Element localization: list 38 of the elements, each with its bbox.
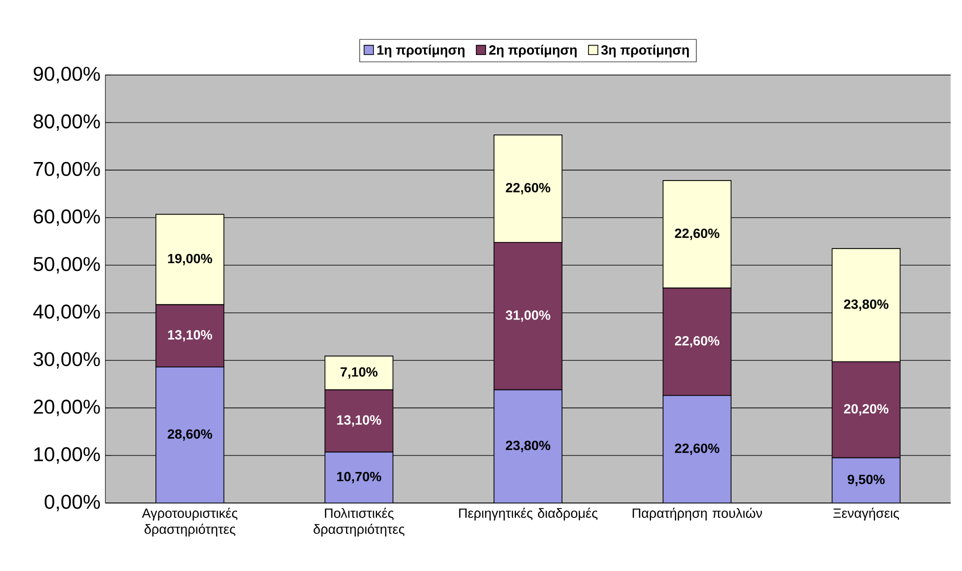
bar xyxy=(662,395,732,503)
data-label: 20,20% xyxy=(844,404,888,416)
y-tick-label: 0,00% xyxy=(44,494,100,512)
x-tick-label: Περιηγητικές διαδρομές xyxy=(459,508,598,521)
y-tick-label: 30,00% xyxy=(34,352,100,369)
data-label: 23,80% xyxy=(844,299,888,311)
data-label: 22,60% xyxy=(674,336,720,348)
data-label: 23,80% xyxy=(506,440,550,452)
data-label: 19,00% xyxy=(168,254,212,266)
y-tick-label: 40,00% xyxy=(33,304,100,322)
data-label: 22,60% xyxy=(506,182,550,194)
data-label: 28,60% xyxy=(168,429,212,441)
y-tick-label: 80,00% xyxy=(34,114,100,131)
bar xyxy=(155,366,224,503)
data-label: 10,70% xyxy=(337,472,382,484)
y-tick-label: 60,00% xyxy=(34,209,100,226)
data-label: 9,50% xyxy=(848,474,885,486)
x-tick-label: Πολιτιστικές δραστηριότητες xyxy=(314,508,404,537)
y-tick-label: 70,00% xyxy=(34,162,100,178)
data-label: 13,10% xyxy=(337,415,382,427)
bar xyxy=(832,457,901,503)
data-label: 22,60% xyxy=(674,444,720,455)
x-tick-label: Ξεναγήσεις xyxy=(833,508,900,521)
y-tick-label: 10,00% xyxy=(34,447,100,464)
legend-label: 2η προτίμηση xyxy=(489,44,577,58)
bar xyxy=(494,389,562,503)
y-tick-label: 50,00% xyxy=(34,256,100,274)
y-tick-label: 90,00% xyxy=(34,66,100,84)
data-label: 22,60% xyxy=(674,228,720,240)
x-tick-label: Αγροτουριστικές δραστηριότητες xyxy=(142,508,238,537)
bar xyxy=(324,452,394,503)
legend-label: 1η προτίμηση xyxy=(377,44,464,58)
data-label: 7,10% xyxy=(340,367,378,379)
x-tick-label: Παρατήρηση πουλιών xyxy=(632,508,762,521)
data-label: 13,10% xyxy=(168,330,212,342)
legend-label: 3η προτίμηση xyxy=(601,44,689,58)
data-label: 31,00% xyxy=(506,310,550,322)
y-tick-label: 20,00% xyxy=(34,400,100,416)
